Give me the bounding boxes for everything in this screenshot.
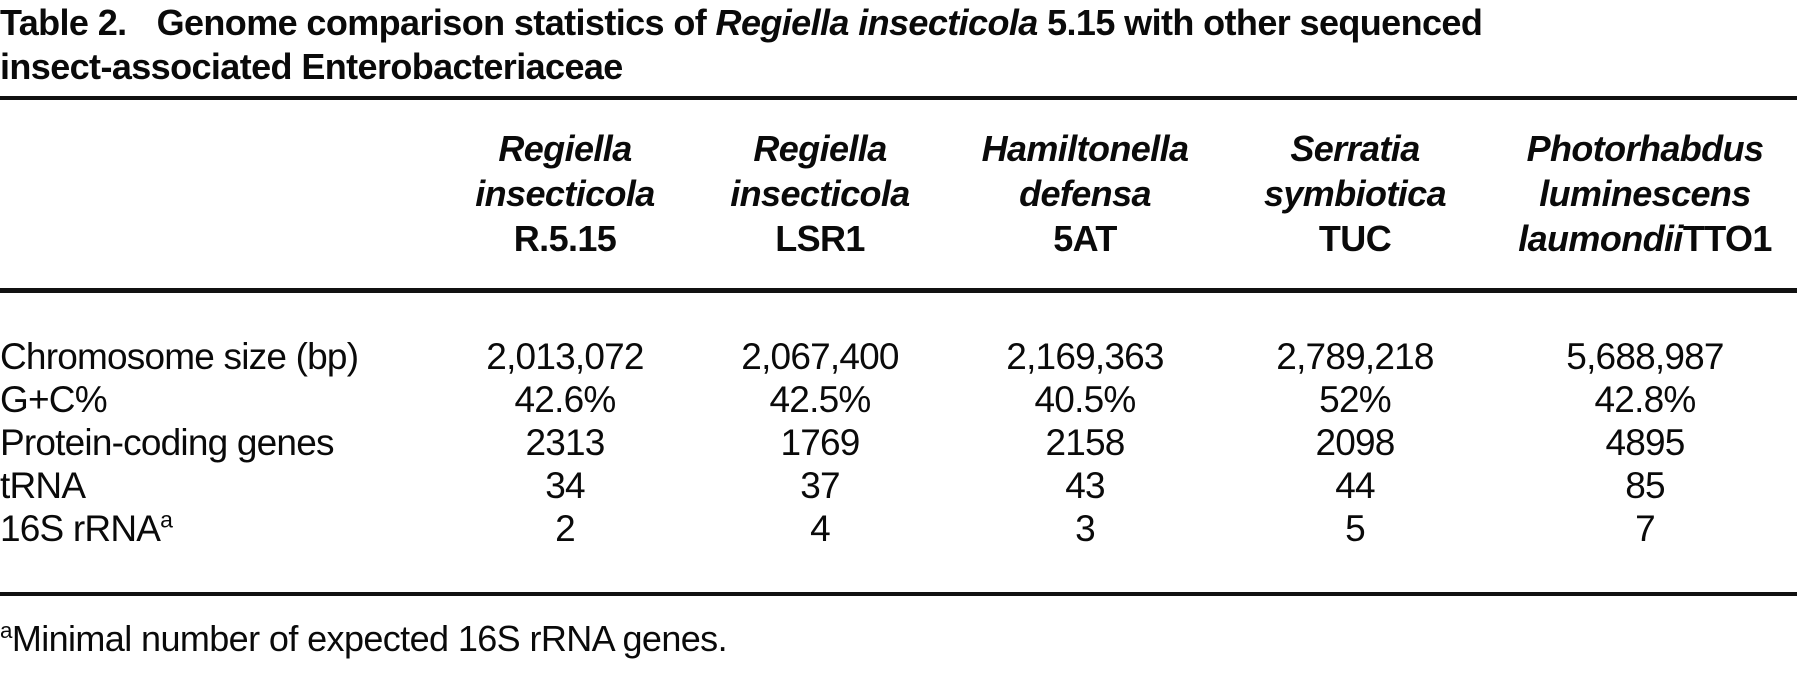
table-row: Chromosome size (bp) 2,013,072 2,067,400…: [0, 335, 1800, 378]
row-label-chromosome-size: Chromosome size (bp): [0, 335, 440, 378]
strain-name: LSR1: [690, 216, 950, 261]
genus-name: Photorhabdus: [1526, 128, 1764, 169]
footnote-text: Minimal number of expected 16S rRNA gene…: [11, 618, 728, 659]
title-line-2: insect-associated Enterobacteriaceae: [0, 46, 623, 87]
table-row: G+C% 42.6% 42.5% 40.5% 52% 42.8%: [0, 378, 1800, 421]
genus-name: Regiella: [498, 128, 632, 169]
strain-name: 5AT: [950, 216, 1220, 261]
column-header-regiella-lsr1: Regiella insecticola LSR1: [690, 126, 950, 261]
genus-name: Serratia: [1290, 128, 1420, 169]
row-label-text: Chromosome size (bp): [0, 336, 359, 377]
row-label-text: G+C%: [0, 379, 108, 420]
value-cell: 42.5%: [769, 379, 872, 420]
footnote-superscript: a: [0, 618, 12, 643]
strain-part: TUC: [1318, 218, 1392, 259]
table-footnote: aMinimal number of expected 16S rRNA gen…: [0, 618, 1800, 660]
value-cell: 2,067,400: [741, 336, 899, 377]
value-cell: 42.8%: [1594, 379, 1697, 420]
species-name: defensa: [1019, 173, 1151, 214]
value-cell: 5: [1345, 508, 1366, 549]
title-text-2: 5.15 with other sequenced: [1037, 2, 1483, 43]
strain-part: LSR1: [775, 218, 865, 259]
title-text-1: Genome comparison statistics of: [156, 2, 716, 43]
value-cell: 4895: [1605, 422, 1685, 463]
row-label-gc-percent: G+C%: [0, 378, 440, 421]
species-name: luminescens: [1539, 173, 1751, 214]
value-cell: 2313: [525, 422, 605, 463]
value-cell: 2: [555, 508, 576, 549]
strain-name: TUC: [1220, 216, 1490, 261]
column-header-serratia-tuc: Serratia symbiotica TUC: [1220, 126, 1490, 261]
column-header-photorhabdus-tto1: Photorhabdus luminescens laumondiiTTO1: [1490, 126, 1800, 261]
column-header-regiella-r515: Regiella insecticola R.5.15: [440, 126, 690, 261]
header-rule: [0, 288, 1797, 293]
value-cell: 34: [545, 465, 585, 506]
table-row: tRNA 34 37 43 44 85: [0, 464, 1800, 507]
strain-name: R.5.15: [440, 216, 690, 261]
species-name: insecticola: [475, 173, 655, 214]
value-cell: 43: [1065, 465, 1105, 506]
value-cell: 3: [1075, 508, 1096, 549]
strain-part: TTO1: [1682, 218, 1773, 259]
value-cell: 2,789,218: [1276, 336, 1434, 377]
species-name: symbiotica: [1263, 173, 1447, 214]
table-header-row: Regiella insecticola R.5.15 Regiella ins…: [0, 100, 1800, 288]
value-cell: 52%: [1319, 379, 1391, 420]
row-label-text: Protein-coding genes: [0, 422, 334, 463]
table-body: Chromosome size (bp) 2,013,072 2,067,400…: [0, 293, 1800, 592]
table-row: Protein-coding genes 2313 1769 2158 2098…: [0, 421, 1800, 464]
bottom-rule: [0, 592, 1797, 596]
strain-name: laumondiiTTO1: [1490, 216, 1800, 261]
row-label-text: 16S rRNA: [0, 508, 161, 549]
value-cell: 4: [810, 508, 831, 549]
row-label-protein-coding-genes: Protein-coding genes: [0, 421, 440, 464]
value-cell: 85: [1625, 465, 1665, 506]
row-label-trna: tRNA: [0, 464, 440, 507]
table-title: Table 2. Genome comparison statistics of …: [0, 0, 1798, 89]
value-cell: 42.6%: [514, 379, 617, 420]
row-label-16s-rrna: 16S rRNAa: [0, 507, 440, 550]
value-cell: 44: [1335, 465, 1375, 506]
value-cell: 7: [1635, 508, 1656, 549]
value-cell: 37: [800, 465, 840, 506]
value-cell: 40.5%: [1034, 379, 1137, 420]
row-label-superscript: a: [160, 506, 173, 533]
species-name: insecticola: [730, 173, 910, 214]
row-label-text: tRNA: [0, 465, 86, 506]
column-header-hamiltonella-5at: Hamiltonella defensa 5AT: [950, 126, 1220, 261]
strain-italic-part: laumondii: [1518, 218, 1683, 259]
strain-part: R.5.15: [513, 218, 617, 259]
table-number-label: Table 2.: [0, 2, 127, 43]
value-cell: 2,169,363: [1006, 336, 1164, 377]
value-cell: 5,688,987: [1566, 336, 1724, 377]
genus-name: Regiella: [753, 128, 887, 169]
header-empty-cell: [0, 126, 440, 261]
value-cell: 2,013,072: [486, 336, 644, 377]
value-cell: 1769: [780, 422, 860, 463]
value-cell: 2098: [1315, 422, 1395, 463]
top-rule: [0, 96, 1797, 100]
table-row: 16S rRNAa 2 4 3 5 7: [0, 507, 1800, 550]
strain-part: 5AT: [1053, 218, 1117, 259]
title-species-italic: Regiella insecticola: [715, 2, 1039, 43]
genus-name: Hamiltonella: [981, 128, 1189, 169]
value-cell: 2158: [1045, 422, 1125, 463]
